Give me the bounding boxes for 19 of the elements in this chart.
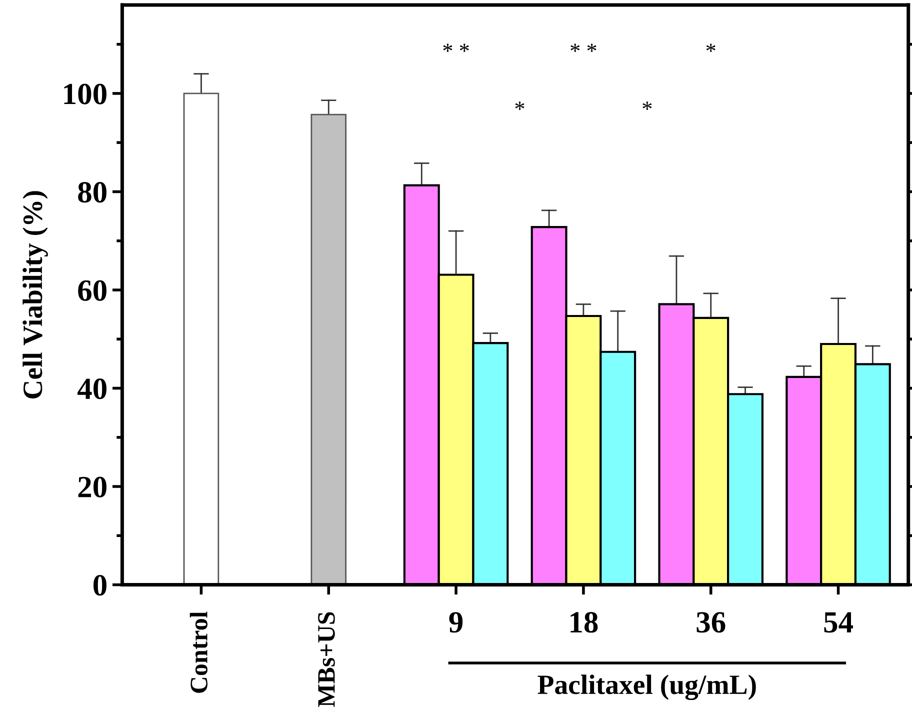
annotation: * * <box>570 44 596 52</box>
annotation: * * <box>443 44 469 52</box>
y-tick-label: 20 <box>78 476 106 498</box>
x-tick-label: 18 <box>570 612 598 633</box>
x-tick-label: 36 <box>696 612 726 633</box>
annotation: * <box>642 102 652 110</box>
x-tick-label: 9 <box>449 612 463 633</box>
y-tick-label: 0 <box>94 575 106 596</box>
y-axis-title: Cell Viability (%) <box>22 191 48 398</box>
y-tick-label: 40 <box>77 378 106 400</box>
x-tick-label: Control <box>190 612 208 693</box>
y-tick-label: 80 <box>78 182 106 203</box>
annotation: * <box>706 44 716 52</box>
x-tick-label: 54 <box>824 612 853 633</box>
x-tick-label: MBs+US <box>318 612 335 707</box>
x-axis-title: Paclitaxel (ug/mL) <box>538 674 756 700</box>
annotation: * <box>515 102 524 110</box>
y-tick-label: 100 <box>64 84 106 104</box>
y-tick-label: 60 <box>78 280 106 301</box>
